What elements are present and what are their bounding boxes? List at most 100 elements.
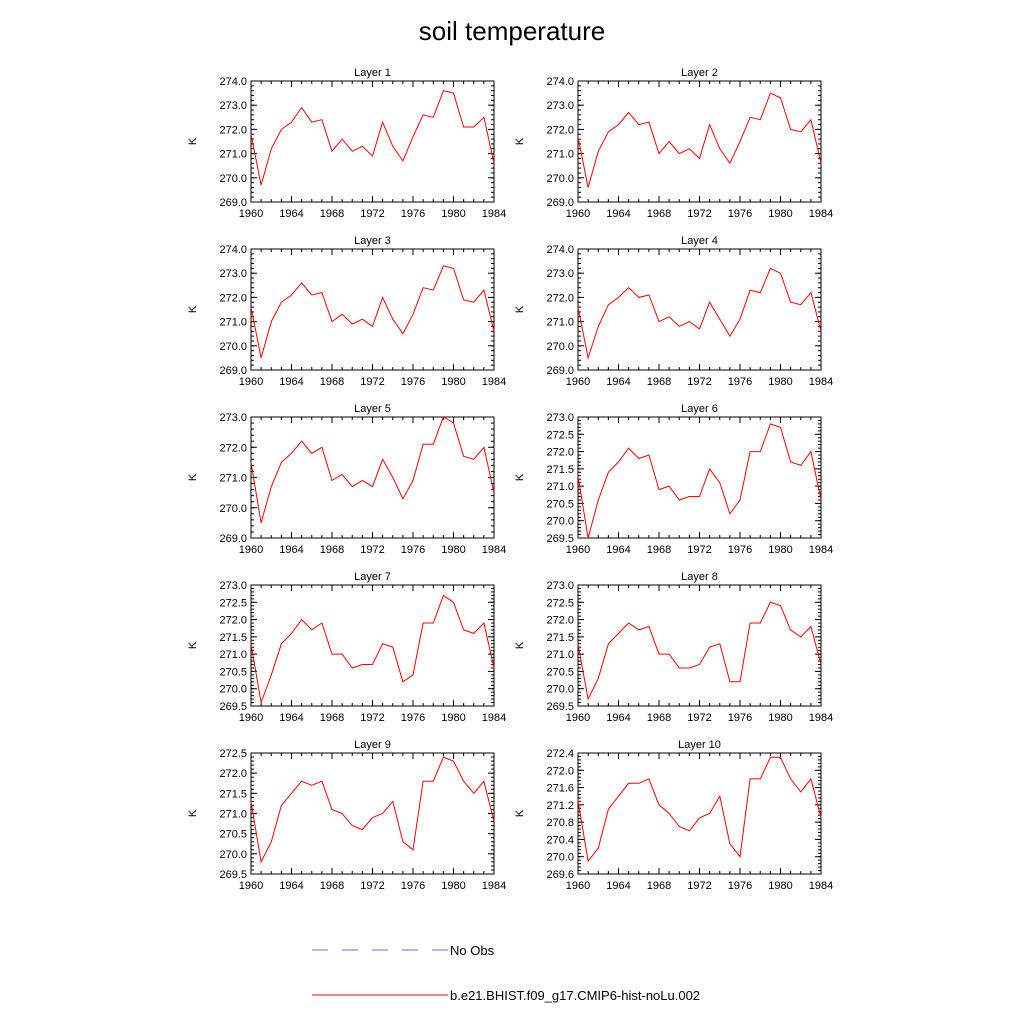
x-tick-label: 1964 [606, 544, 630, 556]
x-tick-label: 1964 [279, 544, 303, 556]
x-tick-label: 1984 [482, 880, 506, 892]
plot-frame [577, 80, 822, 203]
x-tick-label: 1976 [728, 544, 752, 556]
y-tick-label: 274.0 [219, 76, 247, 88]
x-tick-label: 1968 [320, 208, 344, 220]
x-tick-label: 1964 [606, 712, 630, 724]
y-tick-label: 272.0 [546, 765, 574, 777]
y-tick-label: 272.0 [219, 442, 247, 454]
plot-frame [577, 248, 822, 371]
x-tick-label: 1968 [647, 544, 671, 556]
y-axis-label: K [187, 809, 199, 817]
plot-frame [577, 416, 822, 539]
x-tick-label: 1984 [482, 544, 506, 556]
x-tick-label: 1980 [768, 880, 792, 892]
y-tick-label: 274.0 [546, 244, 574, 256]
y-tick-label: 269.5 [219, 869, 247, 881]
x-tick-label: 1972 [360, 208, 384, 220]
y-tick-label: 270.0 [219, 684, 247, 696]
x-tick-label: 1980 [768, 376, 792, 388]
x-tick-label: 1976 [728, 880, 752, 892]
y-axis-label: K [187, 473, 199, 481]
x-tick-label: 1980 [441, 880, 465, 892]
x-tick-label: 1960 [239, 544, 263, 556]
x-tick-label: 1980 [441, 712, 465, 724]
y-tick-label: 272.0 [546, 447, 574, 459]
x-tick-label: 1976 [728, 376, 752, 388]
x-tick-label: 1968 [320, 880, 344, 892]
x-tick-label: 1976 [728, 712, 752, 724]
y-tick-label: 272.0 [546, 124, 574, 136]
legend-model-label: b.e21.BHIST.f09_g17.CMIP6-hist-noLu.002 [450, 988, 700, 1003]
y-tick-label: 269.0 [219, 365, 247, 377]
panel-title: Layer 5 [354, 403, 391, 415]
y-tick-label: 270.0 [219, 341, 247, 353]
x-tick-label: 1960 [239, 712, 263, 724]
panel-title: Layer 9 [354, 739, 391, 751]
y-tick-label: 270.0 [219, 173, 247, 185]
x-tick-label: 1964 [606, 880, 630, 892]
panel-title: Layer 2 [681, 67, 718, 79]
x-tick-label: 1976 [401, 880, 425, 892]
chart-panel: Layer 10 K 1960 1964 1968 1972 1976 1980 1984 269… [514, 739, 833, 892]
series-line [250, 594, 495, 705]
y-tick-label: 271.0 [546, 149, 574, 161]
x-tick-label: 1976 [728, 208, 752, 220]
x-tick-label: 1972 [360, 712, 384, 724]
y-axis-label: K [514, 641, 526, 649]
x-tick-label: 1972 [687, 544, 711, 556]
y-tick-label: 271.0 [219, 317, 247, 329]
series-line [250, 416, 495, 524]
y-tick-label: 270.4 [546, 834, 574, 846]
x-tick-label: 1960 [239, 208, 263, 220]
x-tick-label: 1980 [441, 376, 465, 388]
y-tick-label: 271.0 [546, 649, 574, 661]
panel-title: Layer 4 [681, 235, 718, 247]
y-tick-label: 273.0 [219, 412, 247, 424]
series-line [577, 423, 822, 539]
panel-title: Layer 7 [354, 571, 391, 583]
panel-title: Layer 6 [681, 403, 718, 415]
legend: No Obs b.e21.BHIST.f09_g17.CMIP6-hist-no… [312, 943, 700, 1003]
panels-grid: Layer 1 K 1960 1964 1968 1972 1976 1980 1984 269.… [187, 67, 833, 892]
x-tick-label: 1984 [482, 712, 506, 724]
y-tick-label: 272.5 [546, 429, 574, 441]
x-tick-label: 1980 [441, 544, 465, 556]
x-tick-label: 1972 [687, 712, 711, 724]
y-tick-label: 273.0 [546, 412, 574, 424]
y-tick-label: 271.5 [219, 788, 247, 800]
x-tick-label: 1972 [360, 376, 384, 388]
x-tick-label: 1984 [482, 208, 506, 220]
plot-frame [250, 584, 495, 707]
y-axis-label: K [514, 305, 526, 313]
plot-frame [250, 752, 495, 875]
y-tick-label: 273.0 [546, 100, 574, 112]
y-axis-label: K [187, 641, 199, 649]
x-tick-label: 1984 [809, 544, 833, 556]
x-tick-label: 1984 [809, 208, 833, 220]
x-tick-label: 1964 [606, 376, 630, 388]
figure-title: soil temperature [419, 16, 605, 46]
x-tick-label: 1976 [401, 376, 425, 388]
chart-panel: Layer 8 K 1960 1964 1968 1972 1976 1980 1984 269.… [514, 571, 833, 724]
chart-panel: Layer 7 K 1960 1964 1968 1972 1976 1980 1984 269.… [187, 571, 506, 724]
y-tick-label: 269.6 [546, 869, 574, 881]
y-tick-label: 271.6 [546, 783, 574, 795]
chart-panel: Layer 5 K 1960 1964 1968 1972 1976 1980 1984 269.… [187, 403, 506, 556]
plot-frame [250, 80, 495, 203]
plot-frame [577, 584, 822, 707]
x-tick-label: 1964 [606, 208, 630, 220]
y-tick-label: 272.5 [219, 748, 247, 760]
y-tick-label: 272.0 [219, 292, 247, 304]
x-tick-label: 1980 [768, 544, 792, 556]
x-tick-label: 1976 [401, 544, 425, 556]
y-tick-label: 270.5 [219, 829, 247, 841]
series-line [577, 92, 822, 188]
y-tick-label: 273.0 [546, 268, 574, 280]
x-tick-label: 1968 [320, 544, 344, 556]
x-tick-label: 1968 [647, 880, 671, 892]
y-axis-label: K [187, 137, 199, 145]
panel-title: Layer 10 [678, 739, 721, 751]
y-tick-label: 270.0 [219, 503, 247, 515]
y-tick-label: 272.0 [546, 615, 574, 627]
